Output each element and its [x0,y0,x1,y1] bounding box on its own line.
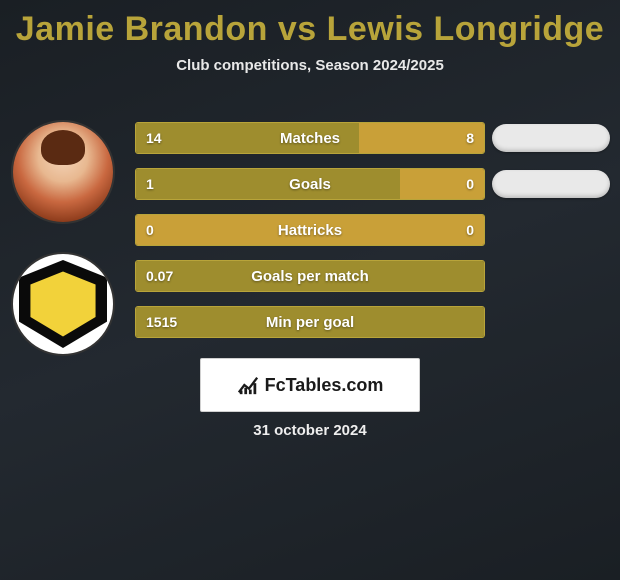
comparison-bars: Matches148 Goals10 Hattricks00 Goals per ma… [135,122,485,352]
comparison-subtitle: Club competitions, Season 2024/2025 [0,57,620,74]
stat-bar-right [359,123,484,153]
stat-row: Goals10 [135,168,485,200]
club-badge-inner [30,271,95,336]
stat-bar-left [136,307,484,337]
brand-box[interactable]: FcTables.com [200,358,420,412]
avatar-column [8,120,118,384]
stat-bar-left [136,261,484,291]
brand-icon [237,374,259,396]
player-avatar [11,120,115,224]
brand-text: FcTables.com [265,375,384,396]
stat-bar-left [136,169,400,199]
stat-pill [492,170,610,198]
stat-bar-left [136,123,359,153]
stat-pill [492,124,610,152]
stat-bar-right [400,169,484,199]
stat-row: Min per goal1515 [135,306,485,338]
comparison-pills [492,122,610,216]
stat-row: Goals per match0.07 [135,260,485,292]
stat-bar-right [136,215,484,245]
club-badge-shield [19,260,107,348]
comparison-title: Jamie Brandon vs Lewis Longridge [0,0,620,49]
generated-date: 31 october 2024 [0,422,620,439]
stat-row: Hattricks00 [135,214,485,246]
stat-row: Matches148 [135,122,485,154]
player-photo-placeholder [13,122,113,222]
club-badge [11,252,115,356]
